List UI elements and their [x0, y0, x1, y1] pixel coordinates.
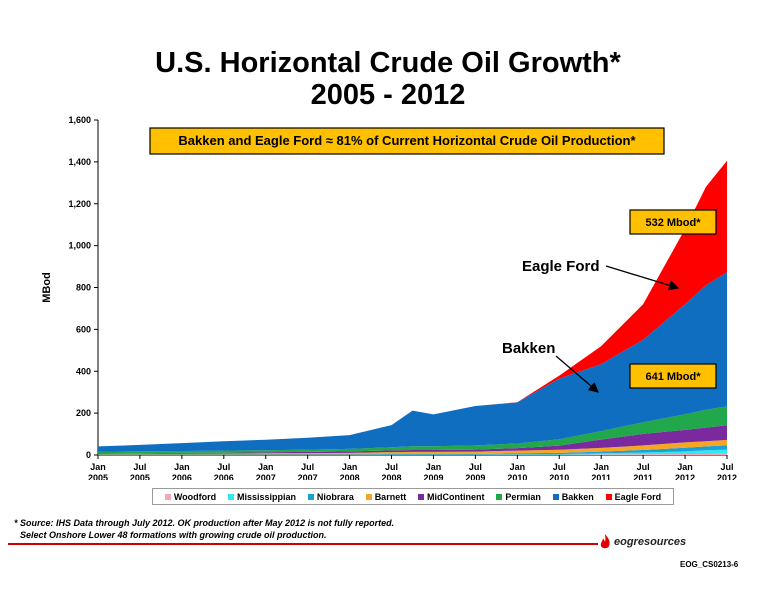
- footer-divider: [8, 543, 598, 545]
- legend-label: MidContinent: [427, 491, 485, 502]
- x-tick-year: 2006: [214, 473, 234, 480]
- y-axis-label: MBod: [41, 272, 53, 303]
- logo-text: eogresources: [614, 536, 687, 548]
- x-tick-year: 2010: [507, 473, 527, 480]
- eagle-ford-value-text: 532 Mbod*: [645, 217, 701, 229]
- legend-label: Barnett: [374, 491, 407, 502]
- series-midcontinent-area: [98, 425, 727, 454]
- legend-item-eagle-ford: Eagle Ford: [605, 491, 662, 502]
- legend-swatch: [365, 493, 372, 500]
- y-tick-label: 1,000: [68, 241, 91, 251]
- legend-label: Niobrara: [316, 491, 354, 502]
- y-tick-label: 200: [76, 408, 91, 418]
- slide-id: EOG_CS0213-6: [680, 560, 739, 569]
- x-tick-month: Jan: [593, 462, 609, 472]
- legend-swatch: [605, 493, 612, 500]
- x-tick-year: 2012: [675, 473, 695, 480]
- x-tick-month: Jan: [174, 462, 190, 472]
- x-tick-year: 2006: [172, 473, 192, 480]
- x-tick-month: Jan: [677, 462, 693, 472]
- y-tick-label: 1,400: [68, 157, 91, 167]
- legend-item-barnett: Barnett: [365, 491, 407, 502]
- x-tick-year: 2011: [591, 473, 611, 480]
- x-tick-month: Jul: [217, 462, 230, 472]
- eagle-ford-arrow: [605, 265, 680, 291]
- series-permian-area: [98, 406, 727, 454]
- x-tick-month: Jul: [469, 462, 482, 472]
- legend-item-bakken: Bakken: [552, 491, 594, 502]
- series-woodford-area: [98, 453, 727, 455]
- series-bakken-area: [98, 272, 727, 452]
- header-callout-box: [149, 127, 665, 155]
- x-tick-year: 2005: [130, 473, 150, 480]
- y-tick-label: 0: [86, 450, 91, 460]
- legend-item-midcontinent: MidContinent: [418, 492, 485, 502]
- legend: Woodford Mississippian Niobrara Barnett MidC…: [152, 488, 674, 505]
- legend-item-woodford: Woodford: [164, 491, 217, 502]
- legend-swatch: [164, 493, 171, 500]
- legend-label: Eagle Ford: [614, 491, 662, 502]
- legend-item-permian: Permian: [496, 492, 541, 502]
- bakken-value-box: [629, 363, 717, 389]
- x-tick-year: 2008: [340, 473, 360, 480]
- legend-swatch: [496, 493, 503, 500]
- y-tick-label: 400: [76, 366, 91, 376]
- legend-swatch: [418, 493, 425, 500]
- x-tick-year: 2010: [549, 473, 569, 480]
- x-tick-month: Jul: [133, 462, 146, 472]
- series-barnett-area: [98, 439, 727, 455]
- legend-item-niobrara: Niobrara: [307, 491, 354, 502]
- x-tick-month: Jul: [720, 462, 733, 472]
- y-tick-label: 1,200: [68, 199, 91, 209]
- axes: 0 200 400 600 800 1,000 1,200 1,400 1,600 MBod Jan…: [41, 115, 737, 480]
- x-tick-year: 2009: [465, 473, 485, 480]
- x-tick-year: 2005: [88, 473, 108, 480]
- y-tick-label: 600: [76, 324, 91, 334]
- x-tick-month: Jan: [90, 462, 106, 472]
- x-tick-month: Jul: [553, 462, 566, 472]
- eagle-ford-label: Eagle Ford: [522, 258, 600, 275]
- legend-label: Permian: [505, 491, 541, 502]
- eagle-ford-value-box: [629, 209, 717, 235]
- chart-svg: 0 200 400 600 800 1,000 1,200 1,400 1,600 MBod Jan…: [41, 115, 737, 480]
- y-tick-label: 800: [76, 283, 91, 293]
- x-tick-month: Jul: [637, 462, 650, 472]
- bakken-label: Bakken: [502, 340, 555, 357]
- legend-label: Woodford: [173, 491, 217, 502]
- header-callout-text: Bakken and Eagle Ford ≈ 81% of Current H…: [178, 133, 636, 148]
- x-tick-year: 2011: [633, 473, 653, 480]
- legend-swatch: [552, 493, 559, 500]
- x-tick-month: Jan: [426, 462, 442, 472]
- annotations: Bakken and Eagle Ford ≈ 81% of Current H…: [149, 127, 717, 393]
- legend-label: Bakken: [561, 491, 594, 502]
- area-series: [98, 160, 727, 455]
- legend-swatch: [227, 493, 234, 500]
- footnote-formations: Select Onshore Lower 48 formations with …: [20, 530, 327, 540]
- x-tick-year: 2007: [298, 473, 318, 480]
- x-tick-month: Jan: [258, 462, 274, 472]
- y-tick-label: 1,600: [68, 115, 91, 125]
- bakken-value-text: 641 Mbod*: [645, 371, 701, 383]
- flame-icon: [600, 534, 610, 549]
- x-tick-month: Jul: [301, 462, 314, 472]
- x-tick-month: Jan: [342, 462, 358, 472]
- legend-swatch: [307, 493, 314, 500]
- x-tick-year: 2007: [256, 473, 276, 480]
- x-tick-month: Jan: [510, 462, 526, 472]
- eog-logo: eogresources: [598, 532, 728, 552]
- chart-title: U.S. Horizontal Crude Oil Growth*: [155, 47, 621, 79]
- x-tick-year: 2008: [382, 473, 402, 480]
- x-tick-year: 2009: [423, 473, 443, 480]
- bakken-arrow: [555, 355, 599, 393]
- legend-item-mississippian: Mississippian: [227, 491, 297, 502]
- x-tick-month: Jul: [385, 462, 398, 472]
- legend-label: Mississippian: [236, 491, 297, 502]
- x-tick-year: 2012: [717, 473, 737, 480]
- chart-subtitle: 2005 - 2012: [310, 79, 466, 111]
- footnote-source: * Source: IHS Data through July 2012. OK…: [14, 518, 395, 528]
